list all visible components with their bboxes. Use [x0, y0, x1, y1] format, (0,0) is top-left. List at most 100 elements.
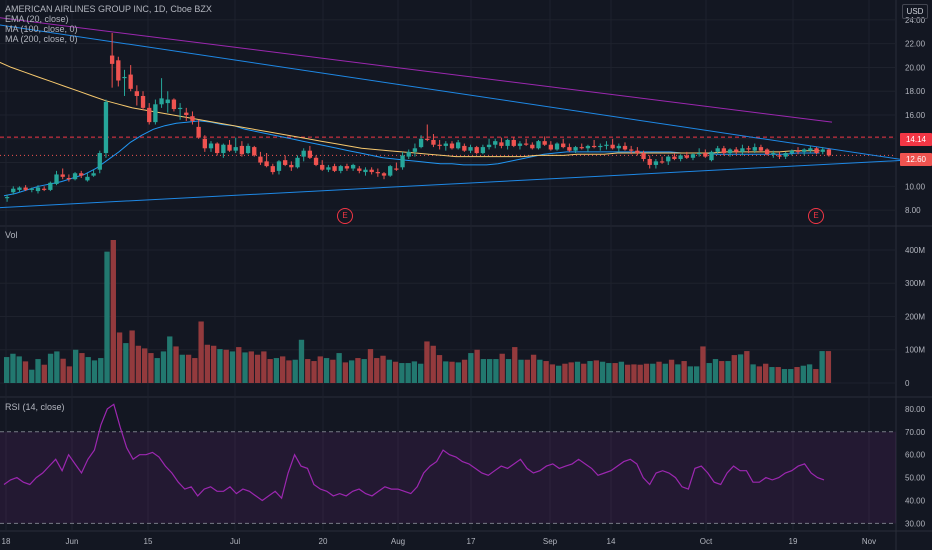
candle-body [313, 157, 319, 165]
candle-body [363, 169, 368, 173]
candle-body [252, 147, 257, 156]
candle [610, 138, 615, 150]
ma200-legend-label[interactable]: MA (200, close, 0) [5, 34, 78, 44]
earnings-marker-oct[interactable]: E [808, 208, 824, 224]
candle-body [653, 161, 659, 165]
volume-pane[interactable] [4, 240, 832, 383]
volume-bar [217, 349, 223, 383]
volume-bar [349, 360, 355, 383]
candle [282, 155, 288, 167]
volume-bar [35, 359, 41, 383]
candle-body [567, 147, 572, 151]
candle-body [196, 126, 201, 138]
candle [591, 139, 597, 149]
volume-bar [129, 330, 135, 383]
candle-body [641, 153, 646, 159]
rsi-pane-label[interactable]: RSI (14, close) [5, 402, 65, 412]
candle [523, 138, 529, 146]
volume-pane-label[interactable]: Vol [5, 230, 18, 240]
candle [42, 186, 47, 192]
candle [295, 155, 300, 169]
candle-body [289, 164, 294, 168]
price-tick-label: 20.00 [905, 63, 926, 72]
candle-body [764, 149, 770, 155]
time-tick-label: 15 [144, 537, 153, 546]
volume-bar [781, 369, 788, 383]
candle-body [258, 156, 263, 163]
candle-body [703, 153, 708, 157]
trendline-resistance [0, 17, 833, 123]
candle [91, 169, 96, 177]
volume-bar [418, 363, 424, 383]
time-tick-label: Nov [862, 537, 876, 546]
candle [425, 124, 430, 142]
candle-body [29, 188, 34, 190]
candle [709, 150, 714, 162]
volume-bar [405, 363, 411, 383]
candle [122, 69, 127, 96]
candle-body [153, 104, 158, 123]
volume-bar [606, 363, 612, 383]
candle-body [42, 188, 47, 190]
rsi-pane[interactable] [0, 403, 896, 524]
candle [29, 187, 34, 193]
candle [54, 170, 59, 186]
candle-body [696, 153, 702, 155]
candle-body [369, 169, 374, 173]
volume-bar [280, 356, 286, 383]
volume-bar [160, 351, 167, 383]
volume-bar [687, 366, 694, 383]
candle-body [709, 151, 714, 161]
candle-body [585, 145, 591, 149]
volume-bar [806, 364, 813, 383]
candle-body [128, 74, 133, 89]
volume-bar [236, 347, 242, 383]
candle-body [474, 147, 479, 154]
candle [307, 145, 313, 159]
candle [746, 145, 751, 154]
candle [542, 136, 547, 146]
volume-bar [292, 359, 298, 383]
ema-legend-label[interactable]: EMA (20, close) [5, 14, 69, 24]
candle-body [777, 155, 782, 157]
candle [165, 91, 170, 113]
candle [48, 181, 53, 192]
candle-body [604, 144, 609, 146]
volume-bar [819, 351, 825, 383]
candle-body [122, 76, 127, 79]
candle [381, 172, 387, 180]
candle [462, 143, 467, 152]
candle [764, 148, 770, 156]
volume-bar [211, 345, 217, 383]
candle-body [79, 173, 84, 176]
volume-bar [681, 361, 687, 383]
candle [35, 185, 41, 194]
volume-bar [637, 364, 643, 383]
volume-bar [581, 363, 587, 383]
candle [394, 162, 399, 171]
ma100-legend-label[interactable]: MA (100, close, 0) [5, 24, 78, 34]
candle-body [616, 145, 621, 149]
candle [783, 151, 788, 159]
candle-body [109, 55, 115, 64]
candle [202, 135, 207, 152]
volume-bar [173, 346, 179, 383]
candle-body [561, 143, 566, 148]
candle-body [394, 168, 399, 170]
candle-body [517, 143, 523, 146]
candle [190, 111, 195, 125]
candle [721, 145, 727, 156]
earnings-marker-jul[interactable]: E [337, 208, 353, 224]
volume-bar [361, 359, 367, 383]
candle-body [54, 174, 59, 184]
candle [647, 155, 652, 169]
candle [505, 138, 510, 150]
candle-body [357, 168, 362, 171]
volume-bar [317, 356, 323, 383]
symbol-title[interactable]: AMERICAN AIRLINES GROUP INC, 1D, Cboe BZ… [5, 4, 212, 14]
candle-body [523, 143, 529, 145]
candle-body [425, 138, 430, 140]
price-pane[interactable] [0, 17, 907, 209]
currency-badge[interactable]: USD [902, 4, 928, 19]
candle-body [622, 145, 628, 150]
